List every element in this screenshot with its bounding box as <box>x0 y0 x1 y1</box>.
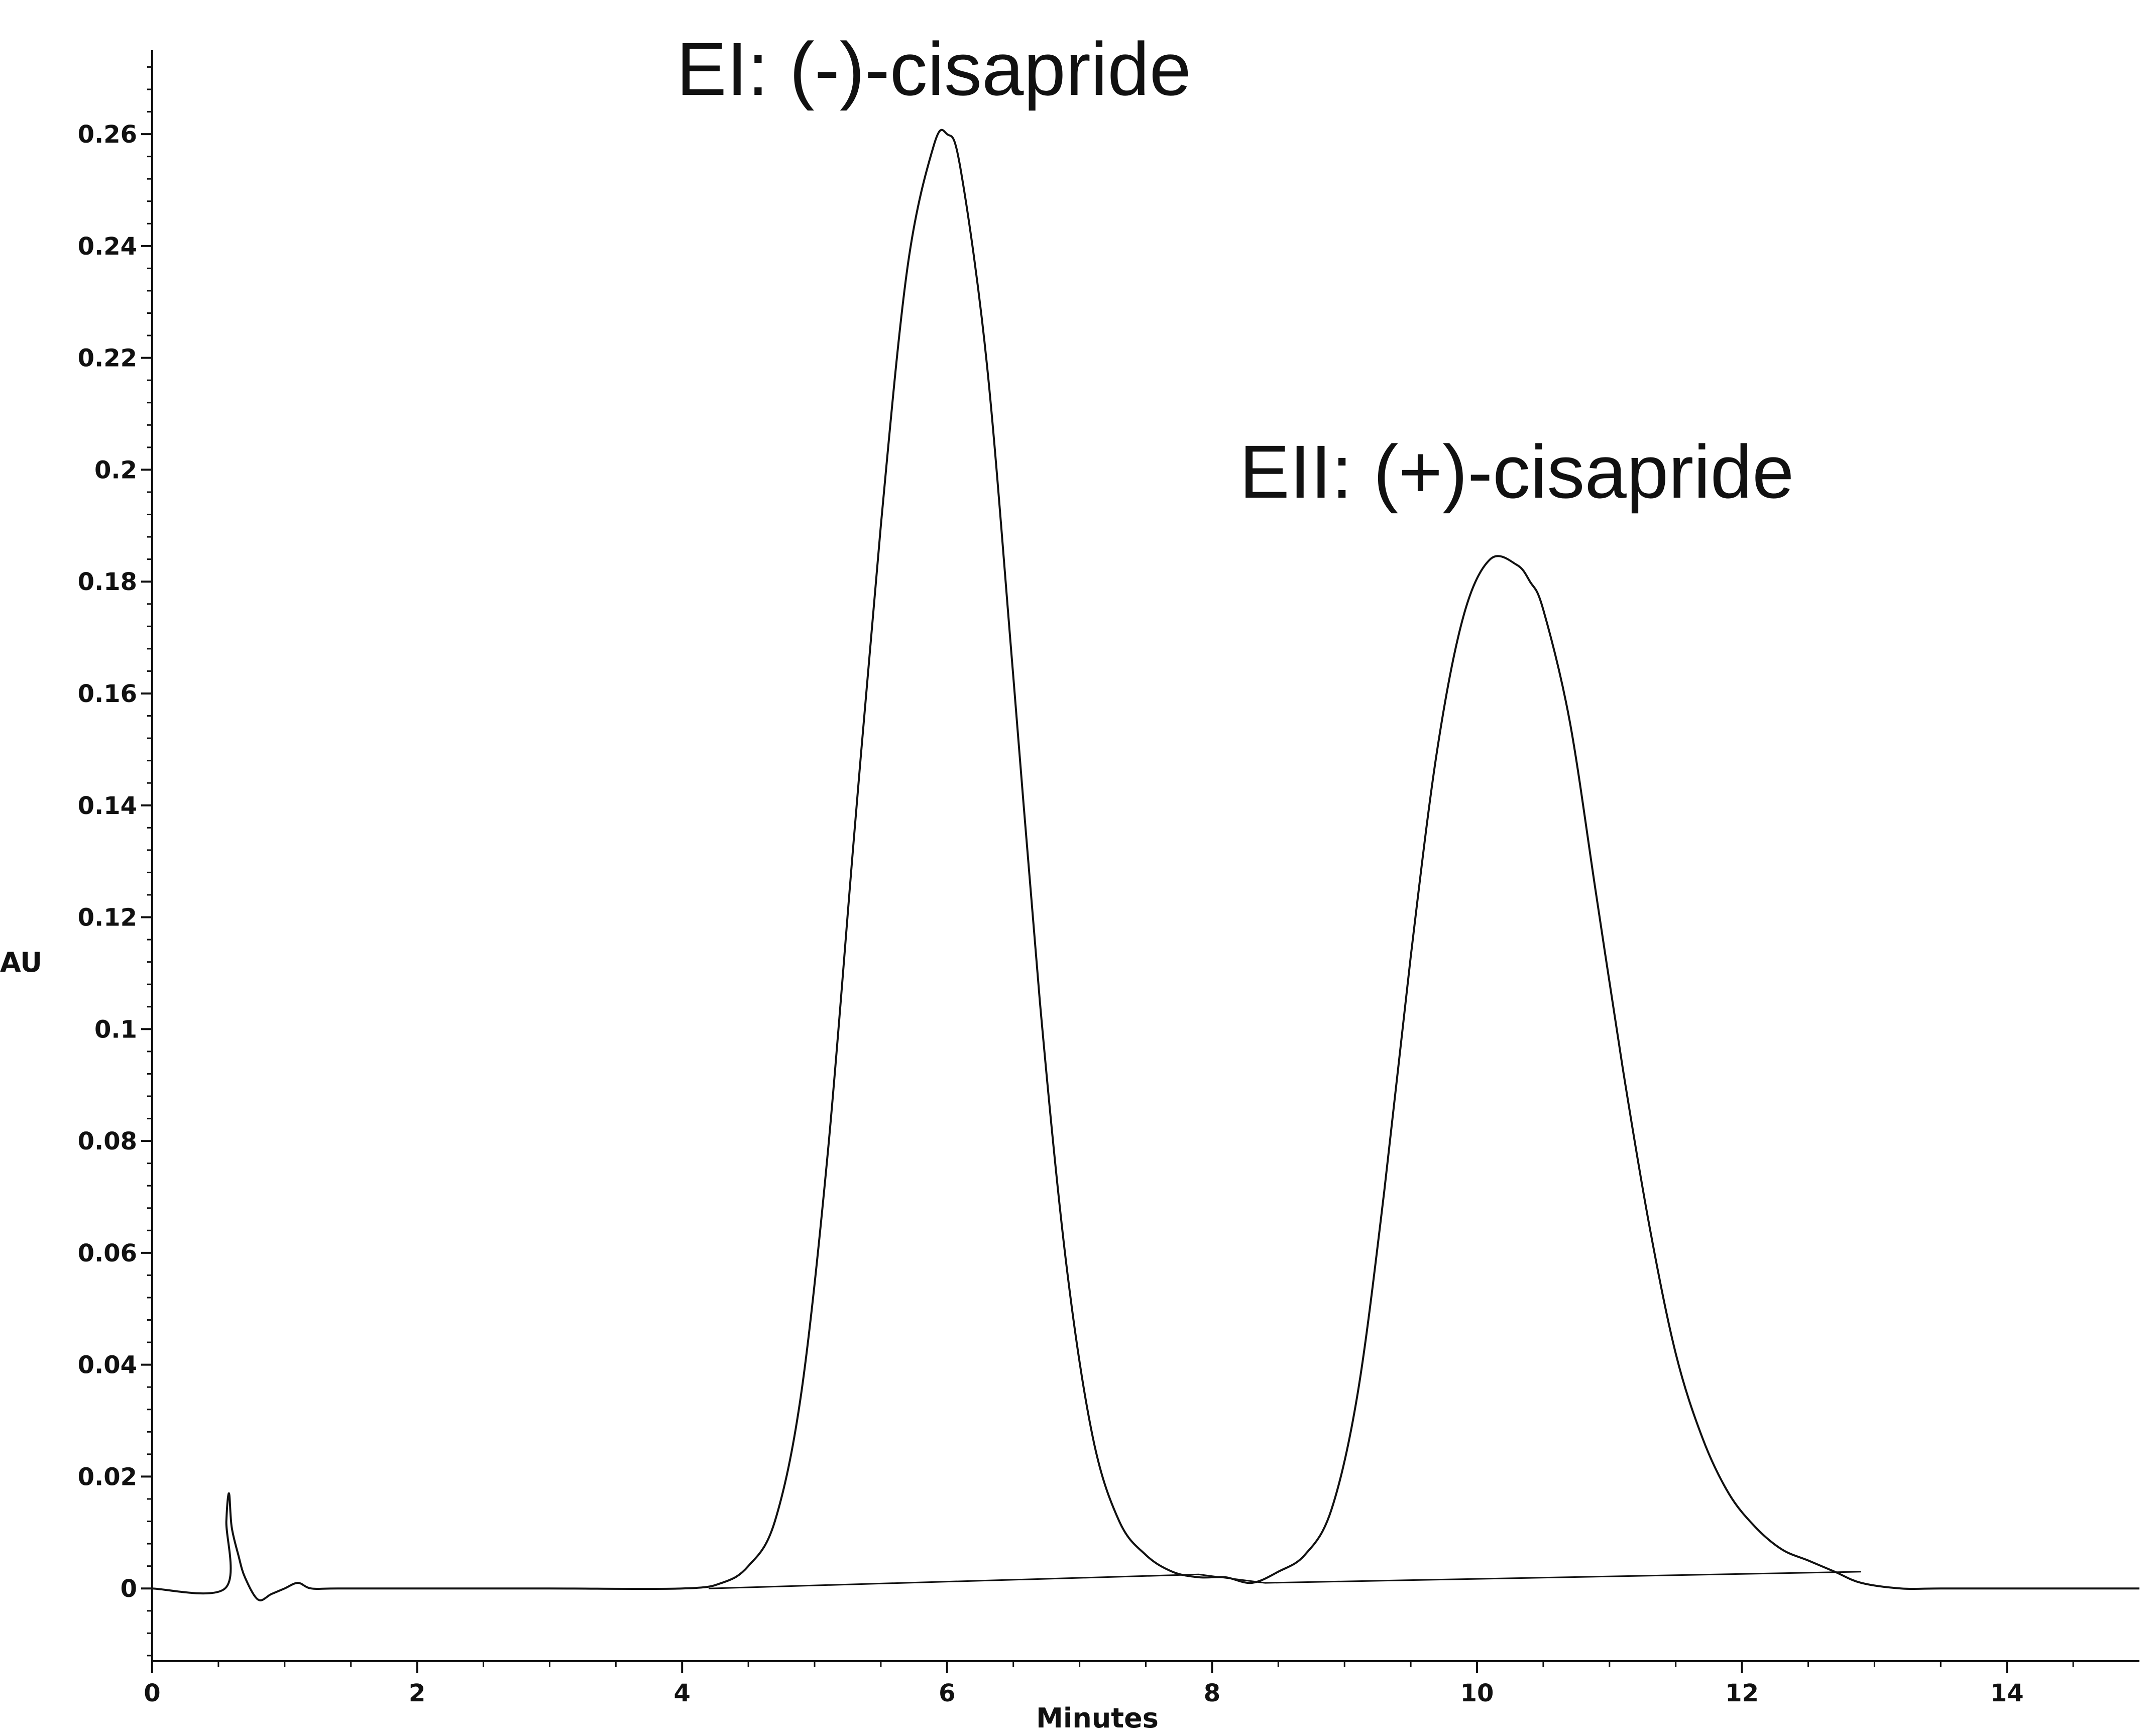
y-axis-label: AU <box>0 947 42 978</box>
series-layer <box>152 129 2139 1601</box>
x-axis-label: Minutes <box>1036 1702 1159 1734</box>
chromatogram-trace <box>152 129 2139 1601</box>
peak-label-ei: EI: (-)-cisapride <box>676 27 1191 111</box>
x-tick-label: 6 <box>939 1679 955 1707</box>
baseline-line <box>1265 1571 1862 1584</box>
x-tick-label: 0 <box>144 1679 160 1707</box>
x-tick-label: 10 <box>1460 1679 1494 1707</box>
y-tick-label: 0 <box>121 1575 137 1603</box>
y-tick-label: 0.1 <box>94 1015 137 1044</box>
y-tick-label: 0.12 <box>78 904 137 932</box>
x-tick-label: 8 <box>1204 1679 1220 1707</box>
x-tick-label: 12 <box>1725 1679 1759 1707</box>
y-tick-label: 0.14 <box>78 792 137 820</box>
axes <box>151 50 2139 1662</box>
peak-label-eii: EII: (+)-cisapride <box>1239 429 1794 514</box>
y-tick-label: 0.08 <box>78 1127 137 1155</box>
y-tick-label: 0.24 <box>78 233 137 261</box>
y-tick-label: 0.06 <box>78 1239 137 1267</box>
y-tick-label: 0.22 <box>78 344 137 373</box>
baseline-line <box>708 1573 1199 1589</box>
y-tick-label: 0.26 <box>78 121 137 149</box>
y-tick-label: 0.18 <box>78 568 137 596</box>
x-tick-label: 2 <box>409 1679 425 1707</box>
y-tick-label: 0.04 <box>78 1351 137 1379</box>
ticks: 0 0.02 0.04 0.06 0.08 0.1 0.12 0.14 0.16 0.18 0.2 0… <box>78 66 2074 1707</box>
x-tick-label: 4 <box>673 1679 690 1707</box>
x-tick-label: 14 <box>1990 1679 2024 1707</box>
y-tick-label: 0.2 <box>94 456 137 484</box>
y-tick-label: 0.16 <box>78 680 137 708</box>
y-tick-label: 0.02 <box>78 1463 137 1491</box>
